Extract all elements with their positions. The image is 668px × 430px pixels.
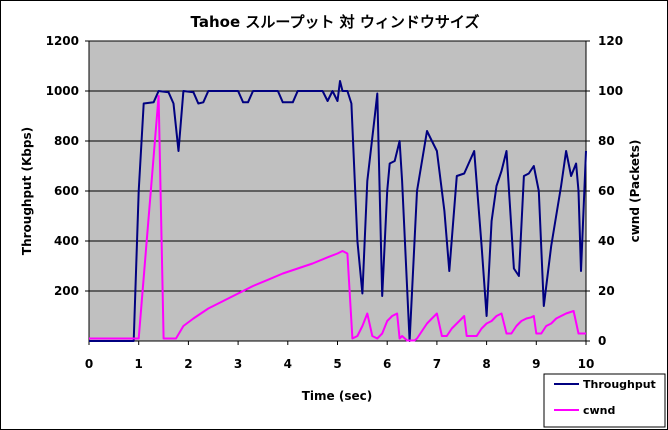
y-tick-label: 1000 <box>46 84 79 98</box>
x-tick-label: 8 <box>482 357 490 371</box>
series-line-cwnd <box>89 95 586 342</box>
y2-tick-label: 20 <box>598 284 615 298</box>
x-tick-label: 5 <box>333 357 341 371</box>
x-tick-label: 6 <box>383 357 391 371</box>
y-tick-label: 400 <box>54 234 79 248</box>
y2-tick-label: 0 <box>598 334 606 348</box>
series-line-throughput <box>89 80 587 342</box>
x-tick-label: 10 <box>578 357 595 371</box>
grid-lines <box>89 40 586 292</box>
y2-axis-title: cwnd (Packets) <box>628 140 642 243</box>
x-tick-labels: 0 1 2 3 4 5 6 7 8 9 10 <box>85 341 595 371</box>
y2-tick-labels: 0 20 40 60 80 100 120 <box>586 34 623 348</box>
y-axis-title: Throughput (Kbps) <box>20 127 34 255</box>
y-tick-labels: 200 400 600 800 1000 1200 <box>46 34 89 298</box>
y-tick-label: 200 <box>54 284 79 298</box>
y2-tick-label: 120 <box>598 34 623 48</box>
y-tick-label: 1200 <box>46 34 79 48</box>
x-tick-label: 4 <box>284 357 292 371</box>
x-tick-label: 1 <box>135 357 143 371</box>
x-axis-title: Time (sec) <box>302 389 372 403</box>
x-tick-label: 9 <box>532 357 540 371</box>
y2-tick-label: 60 <box>598 184 615 198</box>
y2-tick-label: 100 <box>598 84 623 98</box>
x-tick-label: 0 <box>85 357 93 371</box>
x-tick-label: 2 <box>184 357 192 371</box>
x-tick-label: 7 <box>433 357 441 371</box>
legend: Throughput cwnd <box>543 373 666 428</box>
series-group <box>89 80 587 342</box>
y-tick-label: 600 <box>54 184 79 198</box>
x-tick-label: 3 <box>234 357 242 371</box>
y2-tick-label: 40 <box>598 234 615 248</box>
legend-label-throughput: Throughput <box>583 378 656 391</box>
legend-label-cwnd: cwnd <box>583 404 615 417</box>
chart-title: Tahoe スループット 対 ウィンドウサイズ <box>191 13 480 31</box>
y2-tick-label: 80 <box>598 134 615 148</box>
legend-box <box>543 373 666 428</box>
y-tick-label: 800 <box>54 134 79 148</box>
